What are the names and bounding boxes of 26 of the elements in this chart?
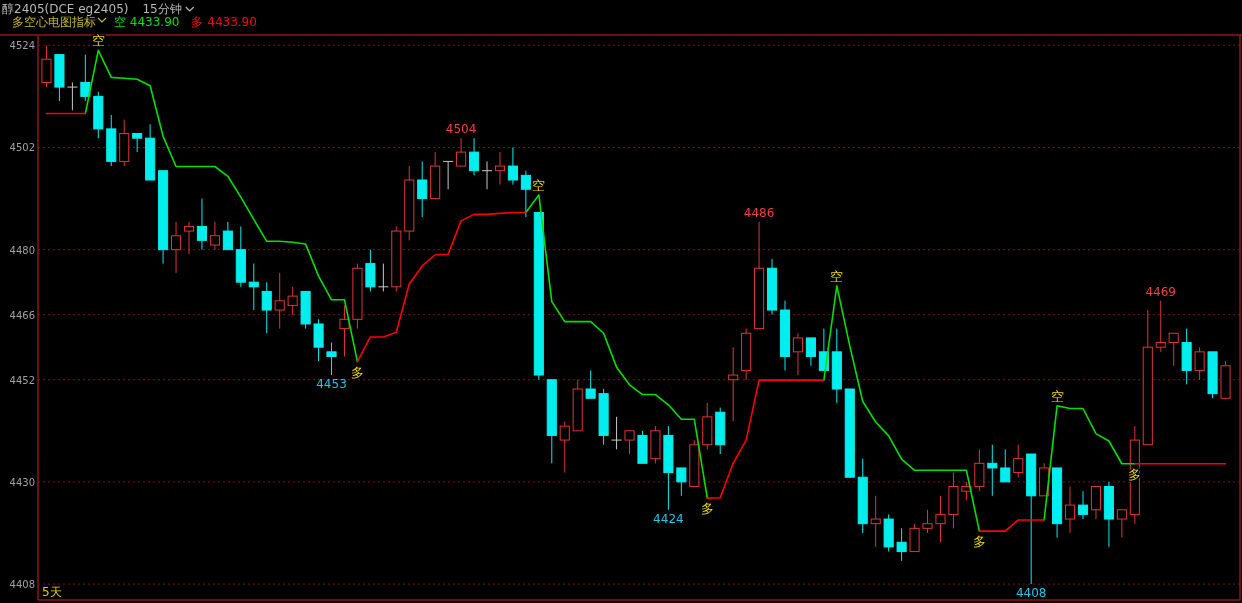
text: 4453 bbox=[316, 377, 347, 392]
data-label: 空 bbox=[830, 268, 844, 284]
y-tick-label: 4466 bbox=[9, 309, 35, 321]
data-label: 空 bbox=[91, 33, 105, 49]
data-label: 空 bbox=[532, 177, 546, 193]
data-label: 多 bbox=[972, 534, 986, 550]
text: 4408 bbox=[1015, 586, 1047, 601]
y-tick-label: 4452 bbox=[9, 374, 35, 386]
data-label: 多 bbox=[350, 364, 364, 380]
data-label: 空 bbox=[1050, 388, 1064, 404]
text: 多 4433.90 bbox=[191, 15, 257, 29]
y-tick-label: 4408 bbox=[9, 579, 35, 591]
annotation: 5天 bbox=[42, 585, 62, 599]
text: 4504 bbox=[445, 122, 477, 137]
chart-title: 醇2405(DCE eg2405) bbox=[2, 2, 129, 16]
legend-title: 多空心电图指标 bbox=[12, 15, 96, 29]
y-tick-label: 4524 bbox=[9, 40, 35, 52]
data-label: 多 bbox=[700, 501, 714, 517]
text: 空 4433.90 bbox=[114, 15, 180, 29]
text: 4469 bbox=[1145, 284, 1177, 299]
chart-subtitle: 15分钟 bbox=[142, 2, 182, 16]
text: 4424 bbox=[653, 511, 684, 526]
y-tick-label: 4502 bbox=[9, 142, 35, 154]
text: 4486 bbox=[743, 205, 775, 220]
y-tick-label: 4430 bbox=[9, 476, 35, 488]
y-tick-label: 4480 bbox=[9, 244, 35, 256]
